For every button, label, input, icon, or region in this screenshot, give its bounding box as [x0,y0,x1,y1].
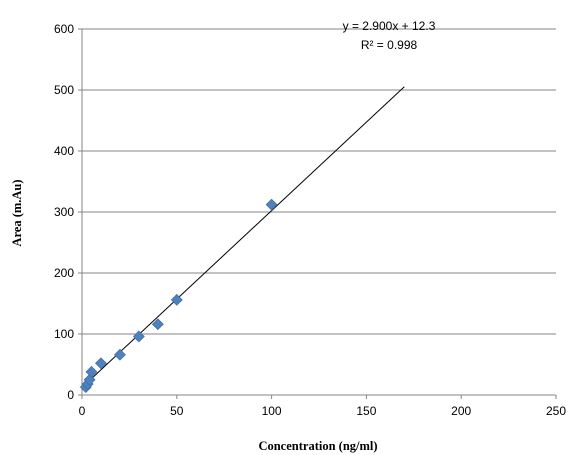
y-tick-label: 500 [54,83,74,97]
x-tick-label: 150 [356,404,376,418]
x-tick-label: 250 [546,404,566,418]
y-tick-label: 300 [54,205,74,219]
data-point [85,365,98,378]
y-axis-title: Area (m.Au) [10,179,24,246]
trendline [81,86,405,388]
tick-labels: 0 100 200 300 400 500 600 0 50 100 150 200 250 [54,22,566,418]
trendline-r2: R² = 0.998 [361,38,418,52]
data-point [265,198,278,211]
data-point [151,318,164,331]
x-axis-title: Concentration (ng/ml) [258,439,377,453]
y-tick-label: 0 [67,388,74,402]
x-tick-label: 100 [262,404,282,418]
data-point [95,357,107,370]
y-tick-label: 400 [54,144,74,158]
data-point [170,293,183,306]
x-tick-label: 0 [79,404,86,418]
data-point [113,348,126,361]
grid-lines [82,28,556,335]
y-tick-label: 600 [54,22,74,36]
x-tick-label: 50 [170,404,184,418]
y-tick-label: 100 [54,327,74,341]
y-tick-label: 200 [54,266,74,280]
axes [78,28,557,399]
data-point [83,373,96,386]
x-tick-label: 200 [451,404,471,418]
data-point [132,330,145,343]
data-points [79,198,278,393]
trendline-line [81,86,405,388]
trendline-equation: y = 2.900x + 12.3 [343,19,436,33]
